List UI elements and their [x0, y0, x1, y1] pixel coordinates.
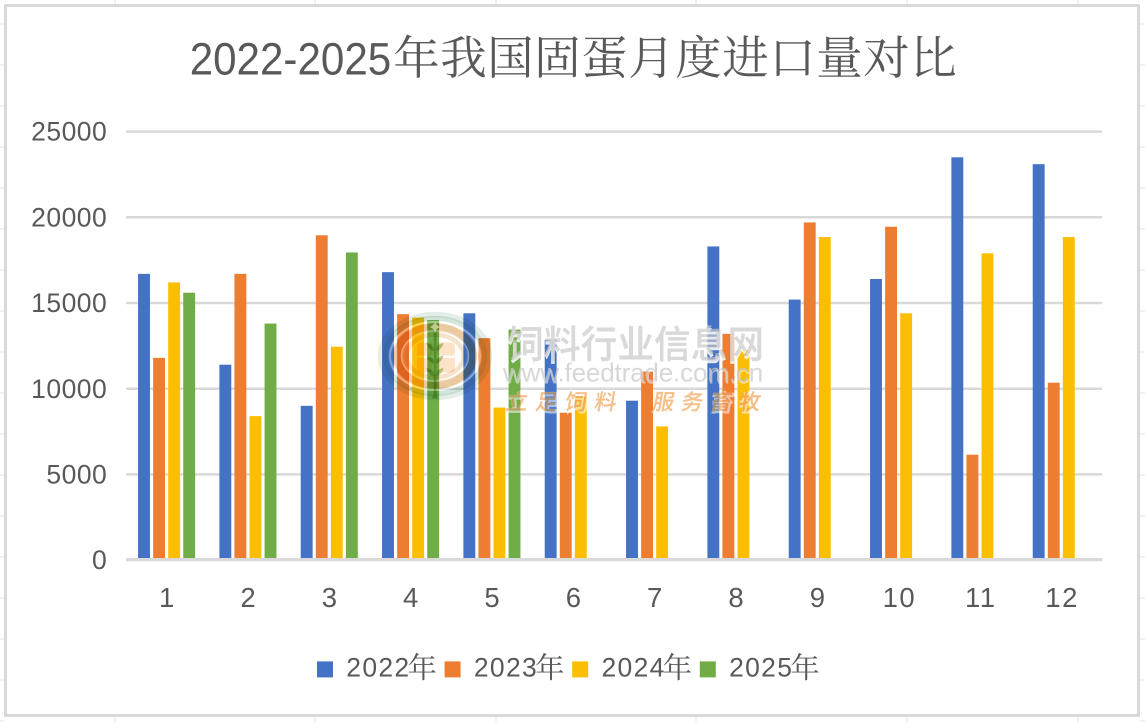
svg-text:www.feedtrade.com.cn: www.feedtrade.com.cn: [502, 358, 763, 388]
svg-text:5: 5: [484, 582, 501, 613]
svg-text:6: 6: [566, 582, 583, 613]
svg-text:11: 11: [965, 582, 997, 613]
svg-text:2024: 2024: [602, 653, 666, 683]
svg-text:7: 7: [647, 582, 664, 613]
svg-text:3: 3: [322, 582, 339, 613]
svg-text:0: 0: [92, 545, 107, 575]
svg-text:1: 1: [159, 582, 176, 613]
svg-text:20000: 20000: [31, 202, 107, 232]
svg-text:25000: 25000: [31, 117, 107, 147]
svg-text:9: 9: [810, 582, 827, 613]
svg-text:5000: 5000: [46, 460, 107, 490]
svg-text:12: 12: [1045, 582, 1079, 613]
svg-text:4: 4: [403, 582, 420, 613]
svg-text:2025: 2025: [729, 653, 793, 683]
svg-text:10: 10: [883, 582, 917, 613]
svg-text:10000: 10000: [31, 374, 107, 404]
svg-text:8: 8: [728, 582, 745, 613]
svg-text:www.feedtrade.com.cn: www.feedtrade.com.cn: [503, 360, 764, 390]
svg-text:2022: 2022: [346, 653, 410, 683]
svg-text:15000: 15000: [31, 288, 107, 318]
svg-text:2022-2025: 2022-2025: [190, 34, 392, 85]
svg-text:2023: 2023: [474, 653, 538, 683]
svg-text:2: 2: [240, 582, 257, 613]
